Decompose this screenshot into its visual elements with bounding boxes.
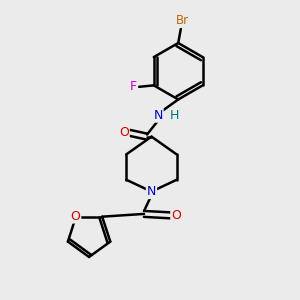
Text: O: O bbox=[171, 209, 181, 222]
Text: N: N bbox=[153, 109, 163, 122]
Text: H: H bbox=[170, 109, 179, 122]
Text: Br: Br bbox=[176, 14, 189, 27]
Text: N: N bbox=[147, 185, 156, 198]
Text: F: F bbox=[130, 80, 137, 93]
Text: O: O bbox=[119, 126, 129, 139]
Text: O: O bbox=[70, 210, 80, 223]
